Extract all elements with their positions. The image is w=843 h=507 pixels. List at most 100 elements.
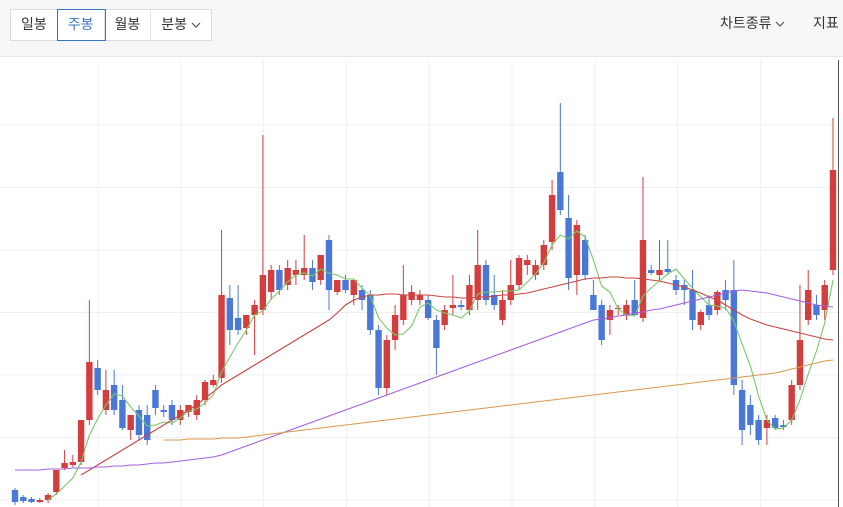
candle-body [573,225,581,275]
candle-body [648,270,655,273]
candle-body [548,195,556,242]
candle-body [416,295,424,300]
candle-body [185,405,192,412]
candle-body [300,268,308,275]
candle-body [61,463,68,468]
candle-body [408,292,415,300]
candle-body [334,280,341,292]
chart-type-menu[interactable]: 차트종류 [720,9,785,39]
candle-body [714,292,721,310]
candle-body [152,390,159,408]
candle-body [20,497,27,501]
candle-body [102,390,110,410]
candle-body [127,415,134,430]
candle-body [747,405,754,425]
candle-body [829,170,837,270]
period-tabs: 일봉 주봉 월봉 분봉 [10,9,213,41]
candle-body [796,340,804,385]
candle-body [350,280,357,295]
candle-body [821,285,828,310]
tab-label: 주봉 [67,17,94,33]
candle-body [515,258,523,285]
candle-body [565,218,572,278]
toolbar: 일봉 주봉 월봉 분봉 차트종류 지표 [0,0,843,50]
candle-body [259,275,267,310]
candle-body [44,495,52,500]
candle-body [77,420,85,462]
period-tab[interactable]: 일봉 [11,10,58,40]
candle-body [730,290,738,385]
candle-body [424,300,432,318]
candle-body [738,390,746,430]
candle-body [309,268,316,282]
menu-label: 차트종류 [720,16,772,32]
candle-body [491,295,498,305]
candle-body [433,320,440,348]
candle-body [441,310,448,325]
candle-body [697,312,704,325]
candle-body [375,330,382,388]
candle-body [631,300,638,315]
candle-body [581,240,589,275]
candle-body [598,305,605,340]
candle-body [755,420,762,440]
candle-body [284,268,291,285]
moving-average-line [80,276,834,476]
candle-body [160,410,167,412]
chart [0,56,843,507]
candle-body [53,470,60,492]
candle-body [524,260,531,265]
candle-body [193,400,200,415]
period-tab[interactable]: 주봉 [56,9,106,41]
candle-body [457,305,465,307]
candle-body [540,245,548,265]
candle-body [86,362,93,420]
candle-body [449,305,457,308]
candle-body [276,270,283,290]
candle-body [325,240,333,290]
candle-body [210,380,217,385]
indicator-menu[interactable]: 지표 [813,9,839,39]
candle-body [689,290,696,320]
candle-body [11,490,19,502]
tab-label: 일봉 [21,17,47,33]
candle-body [557,172,564,210]
candle-body [135,410,143,435]
chevron-icon [191,22,201,28]
candle-body [805,290,812,320]
candle-body [342,280,349,290]
tab-label: 분봉 [161,17,188,33]
candle-body [771,418,779,428]
tab-label: 월봉 [114,17,141,33]
candle-body [813,305,820,315]
candle-body [36,500,43,502]
candle-body [168,405,176,420]
candle-body [705,305,713,315]
candle-body [507,285,514,300]
candle-body [317,255,324,280]
period-tab[interactable]: 월봉 [105,10,152,40]
candle-body [532,265,539,275]
candle-body [722,290,729,300]
candle-body [201,382,209,400]
candle-body [482,265,490,300]
candle-body [474,265,481,300]
candle-body [218,295,225,378]
candle-body [664,269,671,272]
candle-body [763,420,771,428]
candle-body [69,462,77,465]
moving-average-line [15,289,834,471]
moving-average-line [163,359,834,441]
candle-body [234,318,242,330]
candle-body [780,425,787,427]
candle-body [367,295,374,330]
candle-body [400,295,407,320]
menu-label: 지표 [813,16,839,32]
chevron-icon [775,21,784,27]
candle-body [226,298,234,330]
candle-body [251,305,258,315]
period-tab[interactable]: 분봉 [151,10,211,40]
candle-body [243,315,250,328]
candle-body [788,385,795,420]
